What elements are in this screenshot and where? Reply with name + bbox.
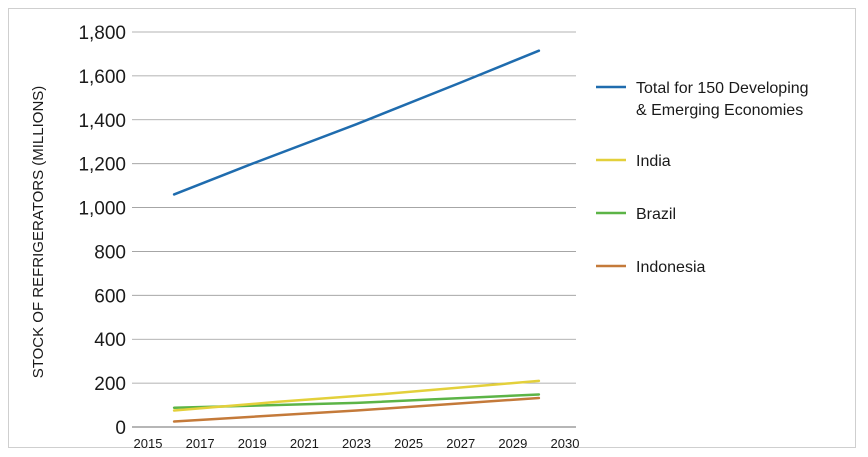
- legend-label: Brazil: [636, 206, 676, 223]
- y-axis-ticks: 0 200 400 600 800 1,000 1,200 1,400 1,600 1,800: [78, 23, 126, 439]
- legend-label: India: [636, 153, 671, 170]
- y-tick-label: 0: [115, 418, 126, 439]
- series-line-india: [172, 379, 541, 412]
- series-lines: [172, 49, 541, 423]
- x-tick-label: 2027: [446, 436, 475, 451]
- y-tick-label: 1,400: [78, 111, 126, 132]
- y-tick-label: 200: [94, 374, 126, 395]
- x-tick-label: 2019: [238, 436, 267, 451]
- y-tick-label: 1,200: [78, 155, 126, 176]
- x-tick-label: 2030: [551, 436, 580, 451]
- legend-label: & Emerging Economies: [636, 102, 803, 119]
- series-line-total-for-150-developing-emerging-economies: [172, 49, 541, 196]
- x-tick-label: 2029: [498, 436, 527, 451]
- y-tick-label: 600: [94, 286, 126, 307]
- y-tick-label: 1,800: [78, 23, 126, 44]
- x-tick-label: 2025: [394, 436, 423, 451]
- x-axis-ticks: 2015 2017 2019 2021 2023 2025 2027 2029 2030: [134, 436, 580, 451]
- x-tick-label: 2015: [134, 436, 163, 451]
- legend: Total for 150 Developing & Emerging Econo…: [596, 80, 809, 276]
- y-tick-label: 1,000: [78, 199, 126, 220]
- x-tick-label: 2017: [186, 436, 215, 451]
- legend-label: Total for 150 Developing: [636, 80, 809, 97]
- y-tick-label: 400: [94, 330, 126, 351]
- x-tick-label: 2021: [290, 436, 319, 451]
- x-tick-label: 2023: [342, 436, 371, 451]
- chart-frame: [8, 8, 856, 448]
- legend-label: Indonesia: [636, 259, 705, 276]
- series-line-indonesia: [172, 396, 541, 423]
- y-tick-label: 1,600: [78, 67, 126, 88]
- y-axis-label: STOCK OF REFRIGERATORS (MILLIONS): [30, 86, 47, 379]
- y-tick-label: 800: [94, 242, 126, 263]
- grid-lines: [132, 31, 576, 428]
